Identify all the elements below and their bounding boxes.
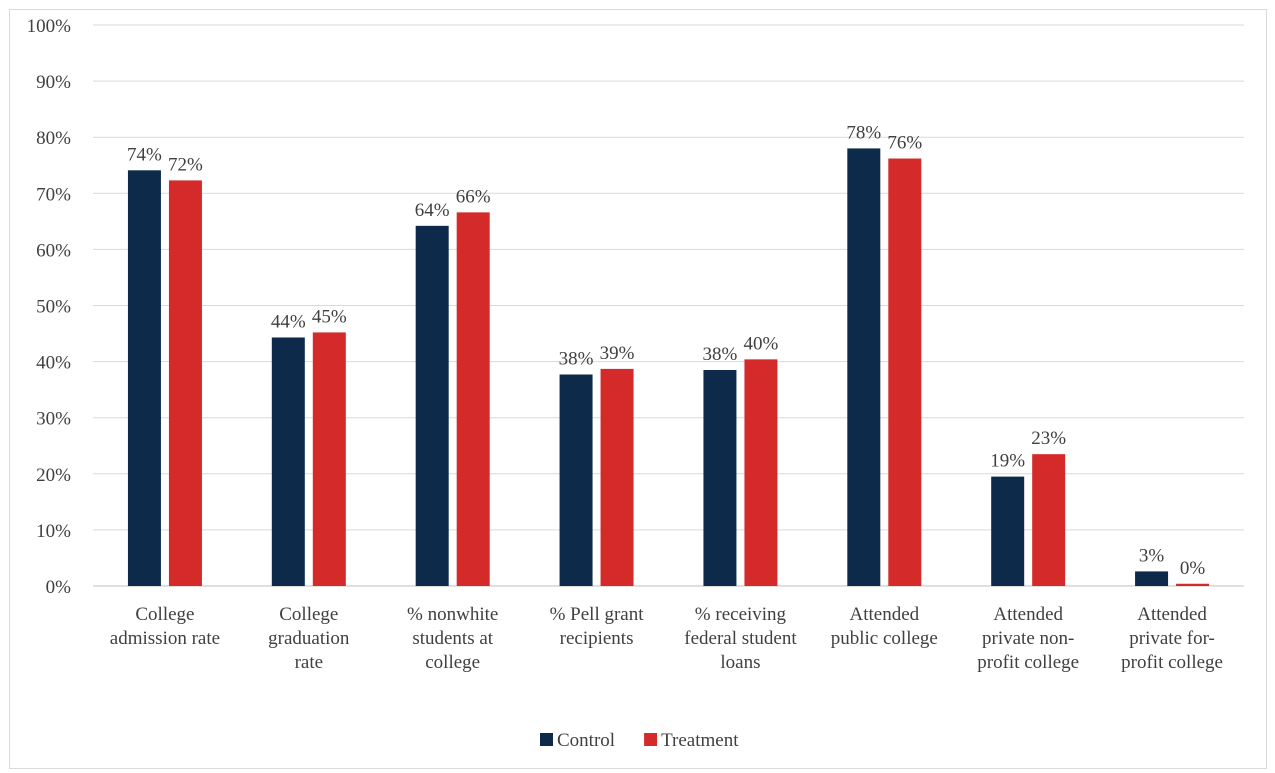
data-label: 38% [559,349,594,370]
data-label: 76% [887,133,922,154]
category-label: College graduation rate [268,604,350,673]
category-label-line: students at [412,628,493,649]
data-label: 64% [415,200,450,221]
category-label-line: Attended [993,604,1063,625]
category-label: % Pell grant recipients [550,604,645,649]
data-label: 78% [846,122,881,143]
bar-treatment [744,359,778,586]
category-label-line: % nonwhite [407,604,498,625]
bar-control [559,374,593,586]
category-label-line: % receiving [695,604,787,625]
category-label: % receiving federal student loans [684,604,797,673]
category-label-line: profit college [977,652,1079,673]
category-label-line: rate [295,652,323,673]
legend-label-control: Control [557,730,615,751]
data-label: 3% [1139,545,1165,566]
category-label-line: Attended [849,604,919,625]
data-label: 23% [1031,428,1066,449]
legend-label-treatment: Treatment [661,730,739,751]
category-label-line: % Pell grant [550,604,645,625]
category-label: % nonwhite students at college [407,604,498,673]
y-tick-label: 100% [27,16,72,37]
bar-control [847,148,881,587]
category-label-line: admission rate [110,628,220,649]
category-label: Attended private for-profit college [1121,604,1223,673]
legend-swatch-control [540,733,553,746]
bar-treatment [600,368,634,586]
data-label: 39% [600,343,635,364]
y-tick-label: 70% [36,184,71,205]
bar-control [415,225,449,586]
data-label: 72% [168,154,203,175]
y-tick-label: 80% [36,128,71,149]
y-tick-label: 10% [36,521,71,542]
category-label-line: private for- [1129,628,1215,649]
bar-control [991,476,1025,586]
bar-control [127,170,161,586]
category-label: College admission rate [110,604,220,649]
category-label-line: graduation [268,628,350,649]
data-label: 19% [990,451,1025,472]
bar-treatment [1176,583,1210,586]
bar-control [1135,571,1169,586]
y-tick-label: 30% [36,409,71,430]
category-label-line: College [135,604,194,625]
category-label-line: recipients [560,628,634,649]
category-label-line: Attended [1137,604,1207,625]
bar-treatment [312,332,346,586]
category-label-line: federal student [684,628,797,649]
data-label: 44% [271,311,306,332]
data-label: 0% [1180,558,1206,579]
y-tick-label: 60% [36,240,71,261]
category-label-line: public college [831,628,938,649]
data-label: 38% [703,344,738,365]
category-label-line: profit college [1121,652,1223,673]
legend-swatch-treatment [644,733,658,746]
y-tick-label: 90% [36,72,71,93]
bar-treatment [456,212,490,586]
data-label: 40% [744,333,779,354]
bar-treatment [1032,454,1066,586]
data-label: 45% [312,306,347,327]
chart-frame [9,9,1267,769]
category-label-line: private non- [982,628,1074,649]
bar-control [271,337,305,586]
y-tick-label: 40% [36,353,71,374]
bar-treatment [888,158,922,586]
bar-control [703,370,737,586]
y-tick-label: 0% [46,577,72,598]
y-tick-label: 20% [36,465,71,486]
y-tick-label: 50% [36,297,71,318]
data-label: 74% [127,144,162,165]
data-label: 66% [456,186,491,207]
category-label-line: College [279,604,338,625]
bar-treatment [168,180,202,586]
category-label: Attended private non-profit college [977,604,1079,673]
category-label: Attended public college [831,604,938,649]
category-label-line: college [425,652,480,673]
category-label-line: loans [720,652,760,673]
